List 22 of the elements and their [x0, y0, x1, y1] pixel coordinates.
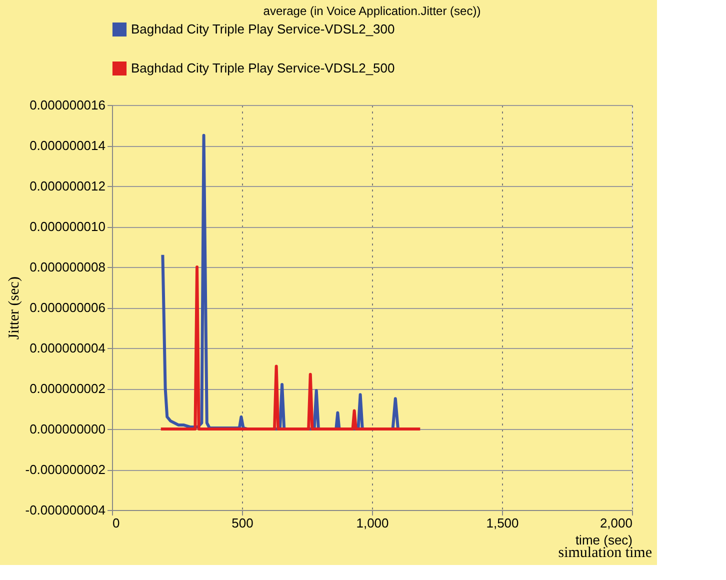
y-tick-label: 0.000000016 — [30, 98, 106, 112]
legend-label: Baghdad City Triple Play Service-VDSL2_300 — [131, 22, 395, 36]
x-tick-label: 0 — [112, 516, 120, 530]
x-tick-label: 500 — [232, 516, 254, 530]
y-tick-label: 0.000000004 — [30, 340, 106, 356]
y-tick-label: -0.000000004 — [25, 502, 106, 518]
x-tick-label: 2,000 — [600, 516, 632, 530]
line-series — [159, 266, 422, 430]
x-tick-label: 1,500 — [486, 516, 519, 530]
y-tick-label: 0.000000002 — [30, 381, 106, 396]
y-tick-label: 0.000000014 — [30, 138, 106, 153]
legend-label: Baghdad City Triple Play Service-VDSL2_500 — [131, 60, 395, 76]
y-tick-label: 0.000000006 — [30, 300, 106, 315]
y-tick-label: 0.000000000 — [30, 422, 106, 436]
y-tick-label: -0.000000002 — [25, 462, 106, 477]
x-tick-label: 1,000 — [356, 516, 389, 530]
y-tick-label: 0.000000012 — [30, 178, 106, 194]
x-axis-title: time (sec) — [575, 532, 632, 548]
y-tick-label: 0.000000010 — [30, 219, 106, 234]
chart-title: average (in Voice Application.Jitter (sec)) — [263, 4, 481, 18]
y-tick-label: 0.000000008 — [30, 260, 106, 274]
y-axis-title: Jitter (sec) — [6, 276, 22, 340]
